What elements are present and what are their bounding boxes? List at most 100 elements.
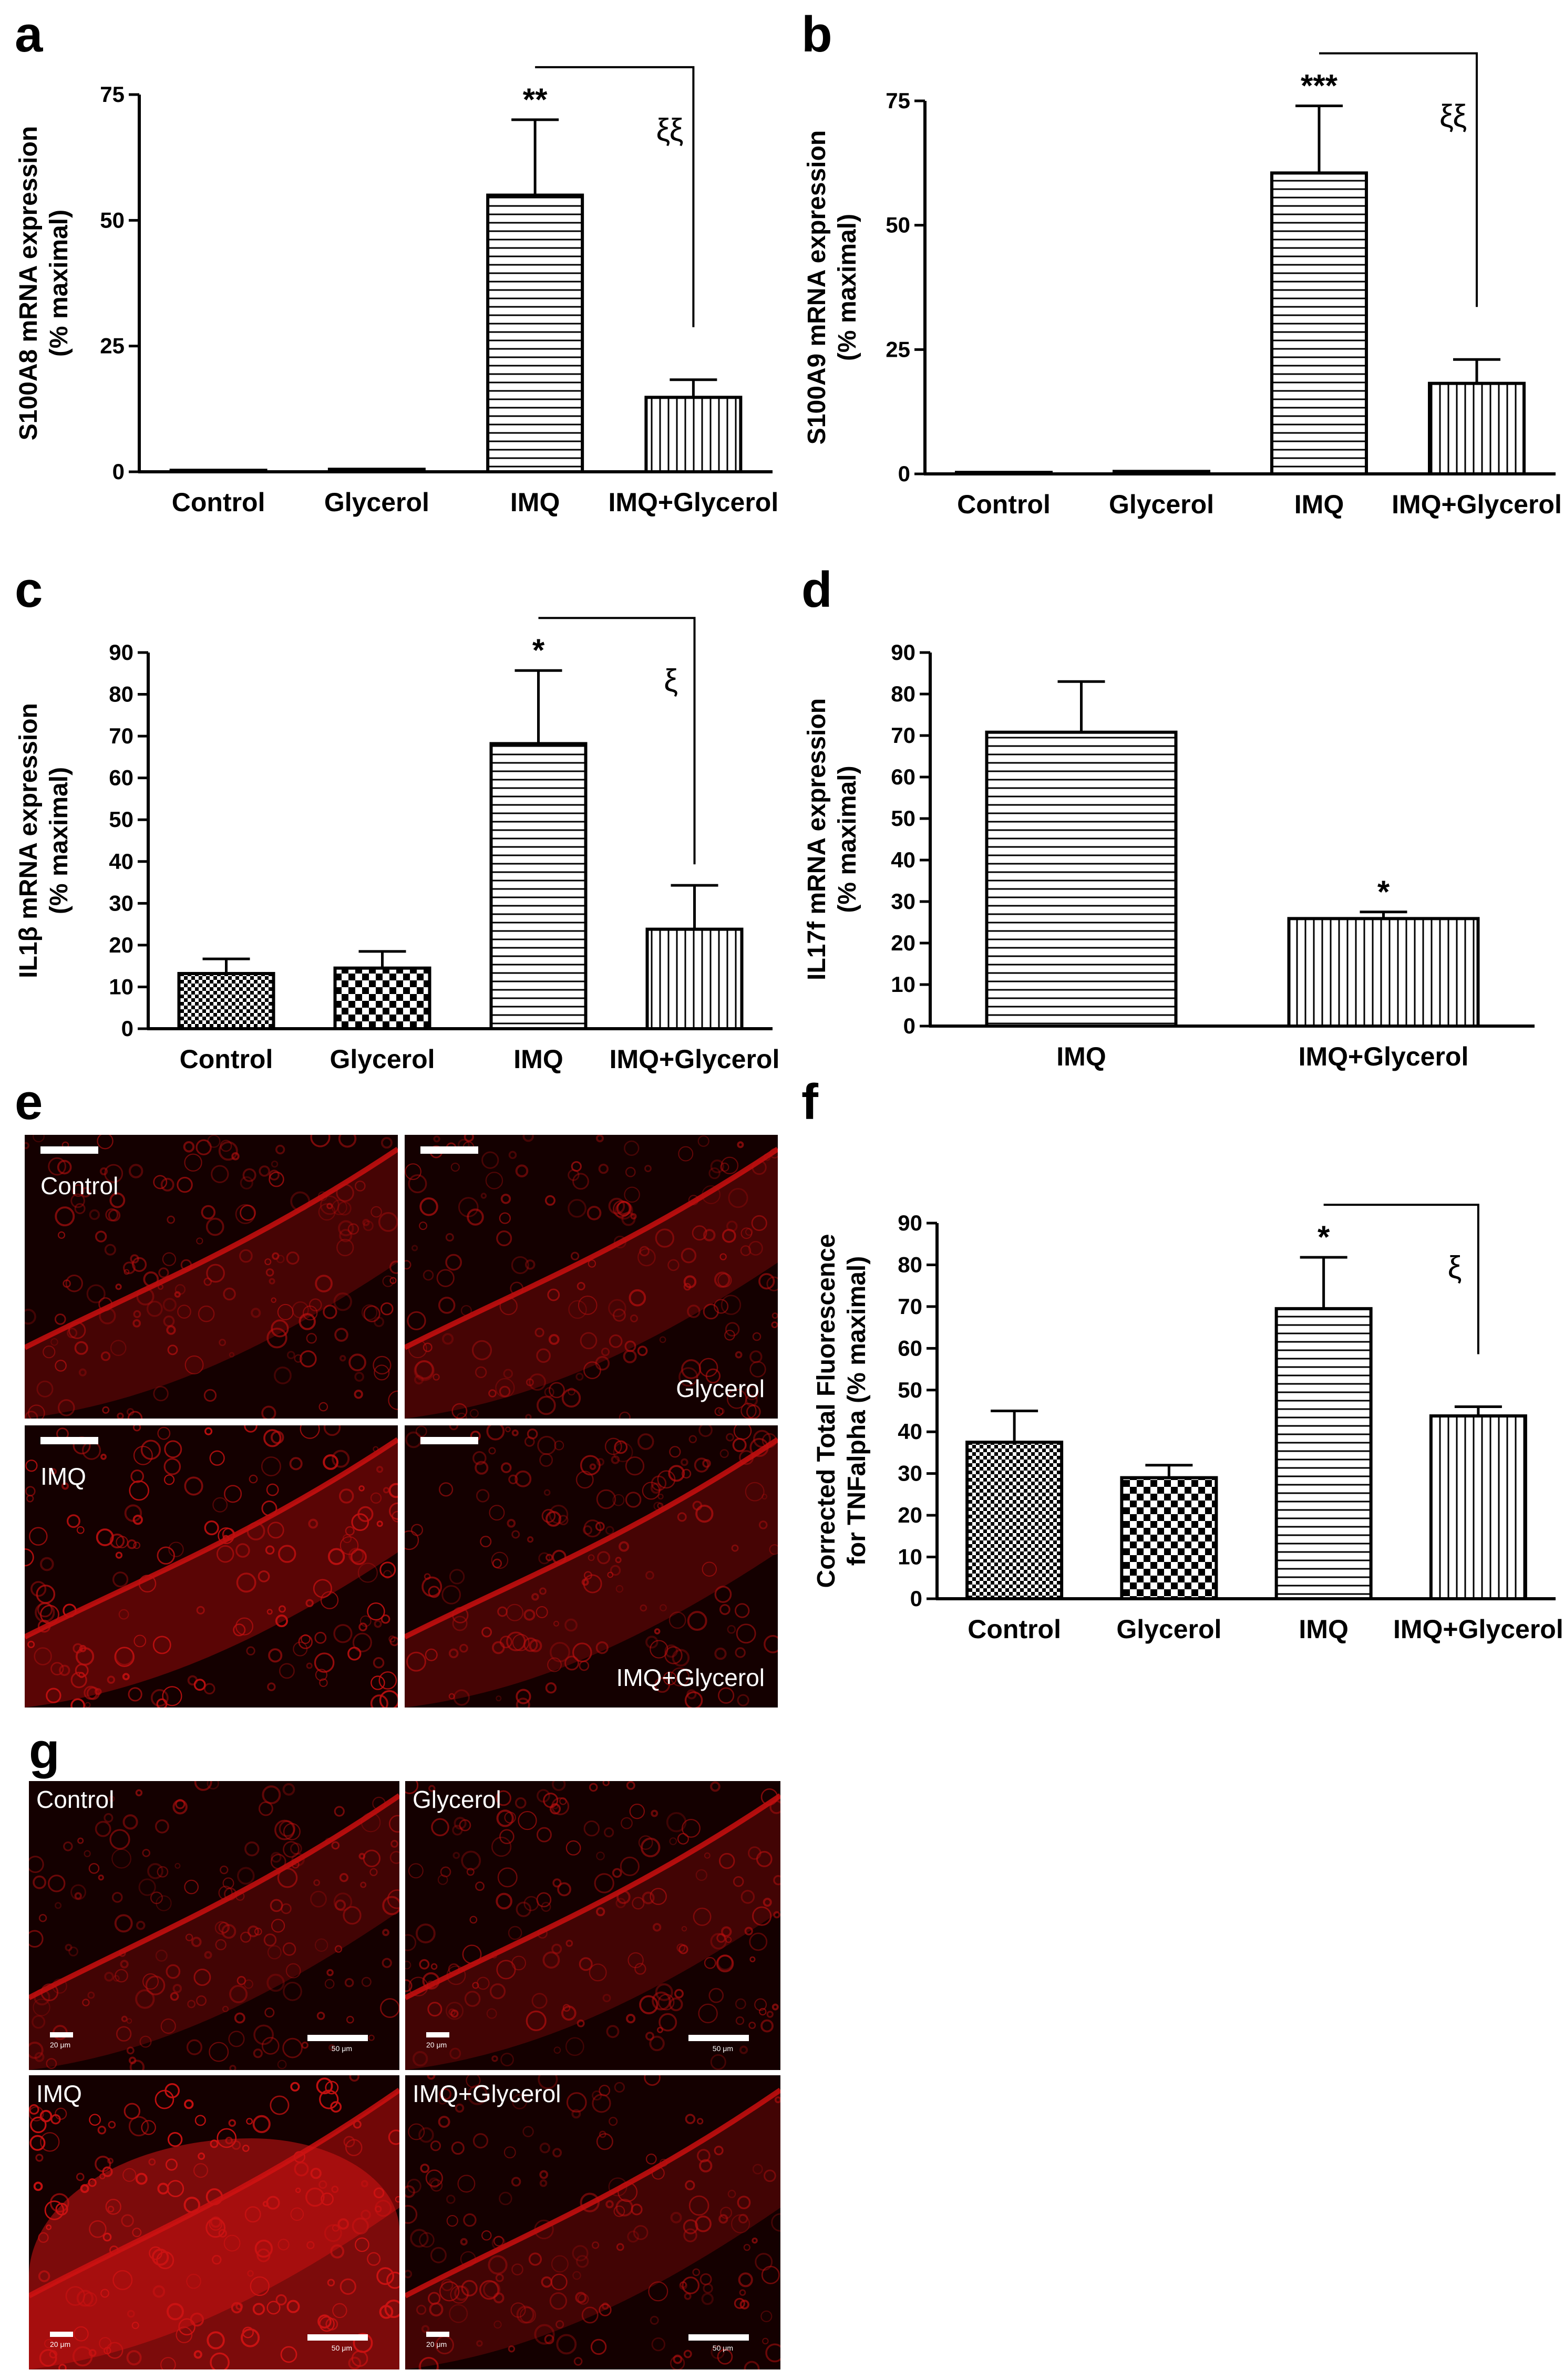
x-tick-label: Control [172, 488, 265, 517]
chart-f-tnfalpha: 0 10 20 30 40 50 60 70 80 90 Corrected Total Fluor… [812, 1204, 1563, 1644]
micrograph-e-imq: IMQ [25, 1425, 398, 1708]
y-axis-label: (% maximal) [834, 765, 861, 913]
micrograph-e-imq-glycerol: IMQ+Glycerol [405, 1425, 778, 1708]
chart-c-il1b: 0 10 20 30 40 50 60 70 80 90 IL1β mRNA expression(… [15, 617, 780, 1074]
scale-label-small: 20 μm [50, 2340, 71, 2348]
panel-label-d: d [801, 562, 832, 618]
scale-bar-small [50, 2032, 73, 2037]
scale-label-large: 50 μm [712, 2344, 733, 2352]
y-tick-label: 60 [109, 765, 133, 790]
micrograph-label: Glycerol [413, 1786, 501, 1813]
y-tick-label: 0 [112, 459, 125, 484]
y-tick-label: 90 [898, 1210, 922, 1235]
y-tick-label: 20 [898, 1503, 922, 1527]
y-axis-label: (% maximal) [834, 214, 861, 361]
x-tick-label: Glycerol [1109, 490, 1214, 519]
y-tick-label: 10 [891, 972, 915, 997]
bar [1287, 917, 1480, 1028]
y-tick-label: 80 [891, 681, 915, 706]
scale-bar [40, 1437, 98, 1444]
panel-label-f: f [801, 1074, 818, 1130]
tissue-band [405, 1795, 780, 2070]
y-tick-label: 90 [109, 640, 133, 665]
micrograph-label: Glycerol [676, 1375, 765, 1402]
y-tick-label: 25 [886, 337, 910, 361]
y-tick-label: 75 [886, 88, 910, 113]
bar [985, 730, 1178, 1028]
tissue-image [405, 1425, 778, 1708]
scale-label-small: 20 μm [426, 2340, 447, 2348]
x-tick-label: IMQ+Glycerol [1299, 1042, 1469, 1071]
scale-bar-large [688, 2035, 749, 2041]
y-axis-label: S100A8 mRNA expression [15, 126, 43, 440]
bar [169, 469, 267, 473]
chart-b-s100a9: 0 25 50 75 S100A9 mRNA expression (% maximal)… [803, 52, 1562, 519]
scale-label-small: 20 μm [50, 2041, 71, 2049]
y-tick-label: 30 [109, 891, 133, 915]
x-tick-label: IMQ+Glycerol [610, 1044, 780, 1074]
x-tick-label: IMQ [513, 1044, 563, 1074]
x-tick-label: Glycerol [324, 488, 429, 517]
y-tick-label: 20 [891, 930, 915, 955]
y-tick-label: 50 [891, 806, 915, 831]
scale-bar [420, 1437, 478, 1444]
y-tick-label: 40 [898, 1419, 922, 1444]
x-tick-label: Glycerol [1116, 1615, 1221, 1644]
bar [1428, 381, 1526, 475]
chart-a-s100a8: 0 25 50 75 S100A8 mRNA expression (% maximal)… [15, 66, 778, 517]
scale-label-large: 50 μm [331, 2044, 352, 2053]
y-tick-label: 40 [109, 849, 133, 874]
x-tick-label: IMQ [1294, 490, 1344, 519]
comparison-bracket [1319, 52, 1478, 307]
y-axis-label: S100A9 mRNA expression [803, 130, 831, 444]
comparison-bracket [1323, 1204, 1479, 1354]
tissue-image [405, 1135, 778, 1419]
y-tick-label: 10 [109, 974, 133, 999]
tissue-band [25, 1439, 398, 1708]
tissue-image [25, 1135, 398, 1419]
x-tick-label: IMQ [510, 488, 560, 517]
y-tick-label: 50 [898, 1378, 922, 1402]
y-tick-label: 10 [898, 1545, 922, 1569]
micrograph-e-control: Control [25, 1135, 398, 1419]
micrograph-e-glycerol: Glycerol [405, 1135, 778, 1419]
bar [645, 927, 744, 1030]
comparison-bracket [538, 617, 696, 865]
panel-label-g: g [29, 1723, 60, 1779]
scale-label-small: 20 μm [426, 2041, 447, 2049]
bar [955, 471, 1053, 475]
x-tick-label: Control [180, 1044, 273, 1074]
tissue-band [29, 1795, 399, 2070]
micrograph-label: IMQ+Glycerol [616, 1664, 765, 1691]
scale-bar-small [426, 2332, 449, 2337]
bar [1429, 1414, 1527, 1600]
y-tick-label: 80 [109, 682, 133, 707]
y-tick-label: 25 [100, 334, 125, 358]
comparison-label: ξξ [656, 112, 683, 148]
x-tick-label: Control [957, 490, 1051, 519]
y-tick-label: 80 [898, 1252, 922, 1277]
bar [327, 468, 426, 473]
y-tick-label: 90 [891, 640, 915, 665]
panel-label-b: b [801, 6, 832, 63]
y-axis-label: IL1β mRNA expression [15, 703, 43, 978]
micrograph-g-imq-glycerol: IMQ+Glycerol 20 μm 50 μm [405, 2075, 780, 2369]
bar [489, 742, 588, 1031]
x-tick-label: IMQ+Glycerol [1392, 490, 1562, 519]
y-tick-label: 50 [886, 213, 910, 237]
comparison-label: ξξ [1439, 98, 1467, 133]
tissue-band [405, 2090, 780, 2369]
micrograph-label: IMQ [40, 1463, 86, 1490]
scale-bar-small [50, 2332, 73, 2337]
tissue-image [405, 2075, 780, 2369]
scale-label-large: 50 μm [712, 2044, 733, 2053]
bar [1270, 171, 1368, 475]
y-tick-label: 70 [891, 723, 915, 748]
micrograph-g-glycerol: Glycerol 20 μm 50 μm [405, 1781, 780, 2070]
bar [333, 966, 431, 1031]
y-axis-label: for TNFalpha (% maximal) [843, 1256, 871, 1566]
bar [1113, 470, 1210, 475]
tissue-image [25, 1425, 398, 1708]
y-tick-label: 60 [898, 1336, 922, 1360]
panel-label-a: a [15, 6, 43, 63]
